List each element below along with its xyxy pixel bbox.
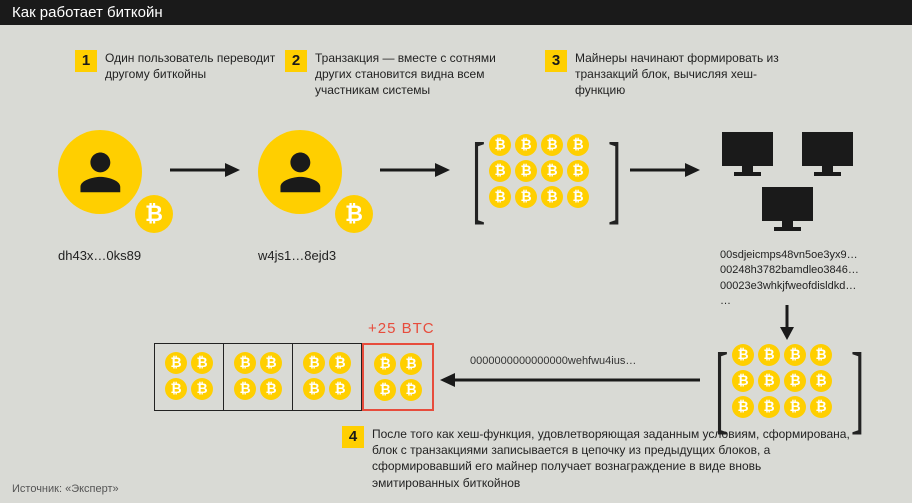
hash-line-1: 00sdjeicmps48vn5oe3yx9…	[720, 248, 859, 263]
long-hash: 0000000000000000wehfwu4ius…	[470, 355, 636, 367]
chain-block: ₿₿₿₿	[154, 343, 224, 411]
step-3: 3 Майнеры начинают формировать из транзак…	[545, 50, 785, 99]
chain-block: ₿₿₿₿	[223, 343, 293, 411]
person-icon	[76, 148, 125, 197]
coin-icon: ₿	[567, 160, 589, 182]
step-3-text: Майнеры начинают формировать из транзакц…	[575, 50, 785, 99]
hash-line-2: 00248h3782bamdleo3846…	[720, 263, 859, 278]
hash-list: 00sdjeicmps48vn5oe3yx9… 00248h3782bamdle…	[720, 248, 859, 310]
arrow-miners-down	[777, 305, 797, 340]
step-2-num: 2	[285, 50, 307, 72]
step-2-text: Транзакция — вместе с сотнями других ста…	[315, 50, 525, 99]
step-4-text: После того как хеш-функция, удовлетворяю…	[372, 426, 852, 491]
step-1-text: Один пользователь переводит другому битк…	[105, 50, 315, 82]
coin-icon: ₿	[191, 378, 213, 400]
coin-icon: ₿	[784, 396, 806, 418]
coin-icon: ₿	[541, 186, 563, 208]
coin-icon: ₿	[732, 344, 754, 366]
user-a-address: dh43x…0ks89	[58, 248, 141, 263]
coin-transfer-b: ₿	[335, 195, 373, 233]
miner-monitor-1	[720, 130, 775, 183]
coin-icon: ₿	[489, 134, 511, 156]
coin-icon: ₿	[374, 379, 396, 401]
coin-icon: ₿	[329, 352, 351, 374]
coin-icon: ₿	[567, 186, 589, 208]
step-4: 4 После того как хеш-функция, удовлетворя…	[342, 426, 852, 491]
page-title: Как работает биткойн	[0, 0, 912, 25]
coin-icon: ₿	[732, 370, 754, 392]
coin-icon: ₿	[303, 352, 325, 374]
coin-transfer-a: ₿	[135, 195, 173, 233]
step-1-num: 1	[75, 50, 97, 72]
bracket-right-icon: ]	[851, 330, 864, 445]
arrow-user-b-to-block	[380, 160, 450, 180]
coin-icon: ₿	[260, 378, 282, 400]
coin-icon: ₿	[515, 186, 537, 208]
transaction-grid: ₿₿₿₿₿₿₿₿₿₿₿₿	[487, 132, 591, 210]
chain-block: ₿₿₿₿	[292, 343, 362, 411]
coin-icon: ₿	[810, 396, 832, 418]
coin-icon: ₿	[515, 134, 537, 156]
person-icon	[276, 148, 325, 197]
coin-icon: ₿	[165, 352, 187, 374]
bracket-left-icon: [	[715, 330, 728, 445]
coin-icon: ₿	[758, 396, 780, 418]
coin-icon: ₿	[784, 344, 806, 366]
coin-icon: ₿	[303, 378, 325, 400]
coin-icon: ₿	[784, 370, 806, 392]
miner-monitor-2	[800, 130, 855, 183]
coin-icon: ₿	[541, 134, 563, 156]
coin-icon: ₿	[810, 344, 832, 366]
coin-icon: ₿	[515, 160, 537, 182]
coin-icon: ₿	[374, 353, 396, 375]
coin-icon: ₿	[541, 160, 563, 182]
coin-icon: ₿	[260, 352, 282, 374]
coin-icon: ₿	[758, 344, 780, 366]
user-a-avatar	[58, 130, 142, 214]
coin-icon: ₿	[234, 378, 256, 400]
source-label: Источник: «Эксперт»	[12, 483, 119, 495]
coin-icon: ₿	[400, 353, 422, 375]
coin-icon: ₿	[810, 370, 832, 392]
coin-icon: ₿	[329, 378, 351, 400]
coin-icon: ₿	[758, 370, 780, 392]
coin-icon: ₿	[191, 352, 213, 374]
arrow-user-a-to-b	[170, 160, 240, 180]
step-3-num: 3	[545, 50, 567, 72]
arrow-block-to-miners	[630, 160, 700, 180]
mined-block-grid: ₿₿₿₿₿₿₿₿₿₿₿₿	[730, 342, 834, 420]
user-b-avatar	[258, 130, 342, 214]
coin-icon: ₿	[165, 378, 187, 400]
coin-icon: ₿	[400, 379, 422, 401]
step-2: 2 Транзакция — вместе с сотнями других ст…	[285, 50, 525, 99]
chain-block-new: ₿₿₿₿	[362, 343, 434, 411]
reward-label: +25 BTC	[368, 320, 435, 337]
step-1: 1 Один пользователь переводит другому бит…	[75, 50, 315, 82]
coin-icon: ₿	[489, 160, 511, 182]
blockchain: ₿₿₿₿₿₿₿₿₿₿₿₿₿₿₿₿	[155, 343, 434, 411]
step-4-num: 4	[342, 426, 364, 448]
coin-icon: ₿	[234, 352, 256, 374]
bracket-right-icon: ]	[608, 120, 621, 235]
hash-line-3: 00023e3whkjfweofdisldkd…	[720, 279, 859, 294]
arrow-block-to-chain	[440, 370, 700, 390]
user-b-address: w4js1…8ejd3	[258, 248, 336, 263]
bracket-left-icon: [	[472, 120, 485, 235]
miner-monitor-3	[760, 185, 815, 238]
coin-icon: ₿	[732, 396, 754, 418]
coin-icon: ₿	[489, 186, 511, 208]
coin-icon: ₿	[567, 134, 589, 156]
